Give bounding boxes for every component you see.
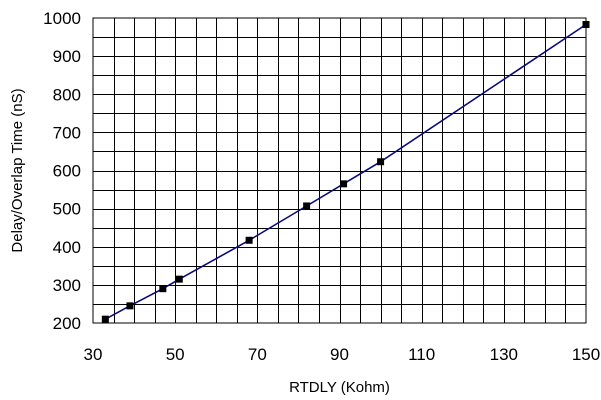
- y-tick-label: 800: [53, 85, 81, 104]
- x-tick-label: 90: [330, 345, 349, 364]
- data-point: [245, 236, 253, 244]
- data-point: [159, 285, 167, 293]
- data-point: [101, 315, 109, 323]
- data-point: [126, 302, 134, 310]
- x-tick-label: 110: [408, 345, 435, 364]
- x-axis-title: RTDLY (Kohm): [289, 379, 390, 396]
- data-point: [377, 158, 385, 166]
- x-tick-label: 130: [490, 345, 518, 364]
- y-tick-label: 700: [53, 123, 81, 142]
- x-tick-label: 30: [84, 345, 103, 364]
- data-point: [175, 275, 183, 283]
- x-tick-label: 150: [572, 345, 600, 364]
- x-tick-label: 50: [166, 345, 185, 364]
- y-tick-label: 600: [53, 162, 81, 181]
- data-point: [340, 180, 348, 188]
- y-tick-label: 300: [53, 276, 81, 295]
- grid: [93, 18, 586, 323]
- x-axis-tick-labels: 30 50 70 90 110 130 150: [84, 345, 601, 364]
- y-tick-label: 900: [53, 47, 81, 66]
- y-axis-tick-labels: 200 300 400 500 600 700 800 900 1000: [43, 9, 81, 333]
- plot-frame: [92, 17, 587, 324]
- y-tick-label: 1000: [43, 9, 81, 28]
- y-tick-label: 500: [53, 200, 81, 219]
- data-point: [303, 202, 311, 210]
- x-tick-label: 70: [248, 345, 267, 364]
- y-tick-label: 200: [53, 314, 81, 333]
- y-tick-label: 400: [53, 238, 81, 257]
- y-axis-title: Delay/Overlap Time (nS): [9, 88, 26, 252]
- data-point: [582, 20, 590, 28]
- series-layer: [101, 20, 590, 323]
